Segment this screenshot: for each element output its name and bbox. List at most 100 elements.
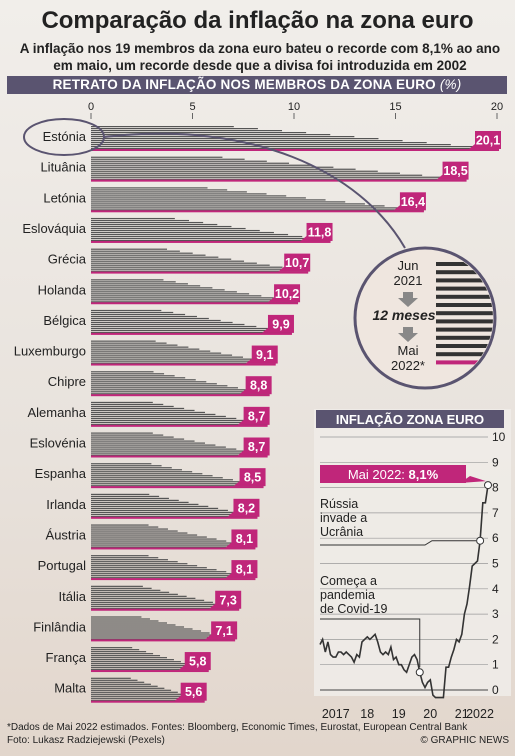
country-bar [91, 585, 240, 609]
monthly-bar [91, 148, 500, 150]
x-tick-label: 15 [389, 101, 401, 113]
value-label-box [399, 192, 426, 211]
magnifier-bar [436, 303, 493, 307]
monthly-bar [91, 571, 227, 573]
value-label-pointer [237, 450, 246, 456]
monthly-bar [91, 515, 258, 517]
monthly-bar [91, 607, 240, 609]
monthly-bar [91, 559, 168, 561]
country-label: Malta [54, 681, 87, 696]
country-label: Irlanda [46, 497, 87, 512]
monthly-bar [91, 557, 159, 559]
monthly-bar [91, 132, 307, 134]
value-label: 16,4 [401, 195, 425, 209]
monthly-bar [91, 538, 217, 540]
value-label-box [442, 161, 469, 180]
latest-bar [91, 639, 236, 642]
monthly-bar [91, 287, 213, 289]
monthly-bar [91, 473, 203, 475]
monthly-bar [91, 377, 186, 379]
callout-label-value: 8,1% [409, 467, 439, 482]
monthly-bar [91, 509, 228, 511]
latest-bar [91, 394, 270, 397]
monthly-bar [91, 591, 170, 593]
value-label: 10,7 [285, 256, 309, 270]
inflation-line [319, 484, 489, 699]
country-bar [91, 493, 258, 517]
value-label-pointer [237, 419, 246, 425]
value-label-box [180, 682, 207, 701]
magnifier-bar [436, 352, 493, 357]
monthly-bar [91, 563, 188, 565]
monthly-bar [91, 401, 153, 404]
monthly-bar [91, 170, 378, 172]
x-tick-label: 20 [423, 707, 437, 721]
monthly-bar [91, 142, 427, 144]
monthly-bar [91, 542, 236, 544]
russia-marker [476, 536, 485, 545]
monthly-bar [91, 415, 226, 418]
monthly-bar [91, 187, 208, 189]
value-label-box [245, 376, 272, 395]
monthly-bar [91, 299, 286, 301]
latest-bar [91, 149, 500, 151]
latest-bar [91, 271, 309, 274]
monthly-bar [91, 534, 198, 536]
value-label-pointer [178, 665, 187, 671]
y-tick-label: 7 [492, 506, 499, 520]
latest-bar [91, 486, 264, 489]
monthly-bar [91, 381, 207, 383]
monthly-bar [91, 632, 210, 634]
monthly-bar [91, 350, 211, 352]
value-label-pointer [225, 542, 234, 548]
monthly-bar [91, 681, 145, 683]
monthly-bar [91, 683, 151, 685]
monthly-bar [91, 217, 175, 220]
monthly-bar [91, 419, 247, 422]
monthly-bar [91, 605, 231, 607]
y-tick-label: 6 [492, 531, 499, 545]
monthly-bar [91, 421, 258, 424]
monthly-bar [91, 624, 176, 626]
value-label: 8,7 [248, 440, 265, 454]
monthly-bar [91, 231, 274, 234]
covid-leader [320, 618, 421, 668]
monthly-bar [91, 393, 270, 395]
value-label-box [211, 621, 238, 640]
country-label: Eslováquia [22, 221, 86, 236]
monthly-bar [91, 172, 400, 174]
country-bar [91, 156, 467, 180]
monthly-bar [91, 268, 296, 270]
value-label-box [274, 284, 301, 303]
monthly-bar [91, 237, 317, 240]
monthly-bar [91, 622, 167, 624]
monthly-bar [91, 452, 258, 454]
monthly-bar [91, 252, 193, 254]
monthly-bar [91, 454, 268, 456]
value-label: 8,1 [236, 532, 253, 546]
monthly-bar [91, 191, 247, 193]
country-label: Luxemburgo [14, 344, 86, 359]
monthly-bar [91, 495, 160, 497]
country-bar [91, 463, 264, 487]
latest-marker [484, 481, 492, 490]
monthly-bar [91, 239, 331, 242]
country-bar [91, 371, 270, 395]
monthly-bar [91, 503, 199, 505]
monthly-bar [91, 301, 299, 303]
monthly-bar [91, 665, 195, 667]
monthly-bar [91, 651, 147, 653]
country-label: Letónia [43, 190, 86, 205]
annotation-russia: Ucrânia [320, 525, 363, 539]
value-label: 8,1 [236, 563, 253, 577]
value-label: 7,3 [219, 593, 236, 607]
monthly-bar [91, 158, 245, 160]
monthly-bar [91, 446, 226, 448]
value-label-pointer [469, 144, 477, 149]
monthly-bar [91, 313, 186, 316]
monthly-bar [91, 413, 216, 416]
monthly-bar [91, 178, 467, 180]
monthly-bar [91, 647, 133, 649]
monthly-bar [91, 436, 174, 438]
country-label: Itália [59, 589, 87, 604]
